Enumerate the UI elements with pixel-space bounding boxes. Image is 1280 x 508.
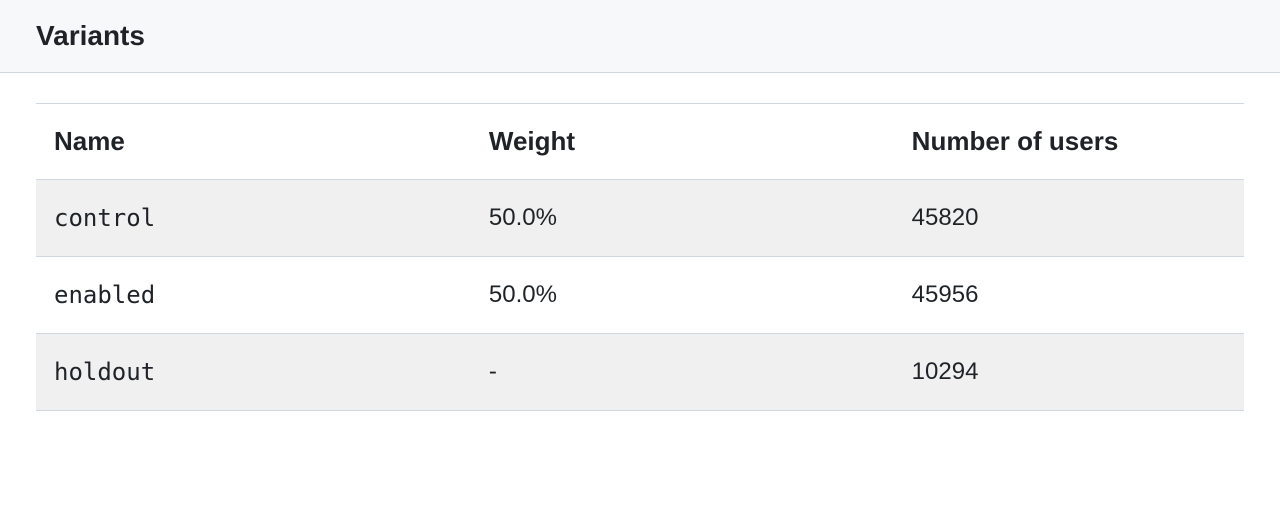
section-title: Variants xyxy=(36,20,1244,52)
cell-users: 45820 xyxy=(894,180,1244,257)
cell-users: 45956 xyxy=(894,257,1244,334)
table-row: holdout - 10294 xyxy=(36,334,1244,411)
cell-name: enabled xyxy=(36,257,471,334)
section-header: Variants xyxy=(0,0,1280,73)
column-header-name: Name xyxy=(36,104,471,180)
table-row: control 50.0% 45820 xyxy=(36,180,1244,257)
table-row: enabled 50.0% 45956 xyxy=(36,257,1244,334)
cell-weight: 50.0% xyxy=(471,257,894,334)
cell-weight: - xyxy=(471,334,894,411)
table-header-row: Name Weight Number of users xyxy=(36,104,1244,180)
variants-table: Name Weight Number of users control 50.0… xyxy=(36,103,1244,411)
cell-name: holdout xyxy=(36,334,471,411)
cell-users: 10294 xyxy=(894,334,1244,411)
cell-weight: 50.0% xyxy=(471,180,894,257)
cell-name: control xyxy=(36,180,471,257)
column-header-users: Number of users xyxy=(894,104,1244,180)
variants-table-wrapper: Name Weight Number of users control 50.0… xyxy=(0,73,1280,441)
column-header-weight: Weight xyxy=(471,104,894,180)
